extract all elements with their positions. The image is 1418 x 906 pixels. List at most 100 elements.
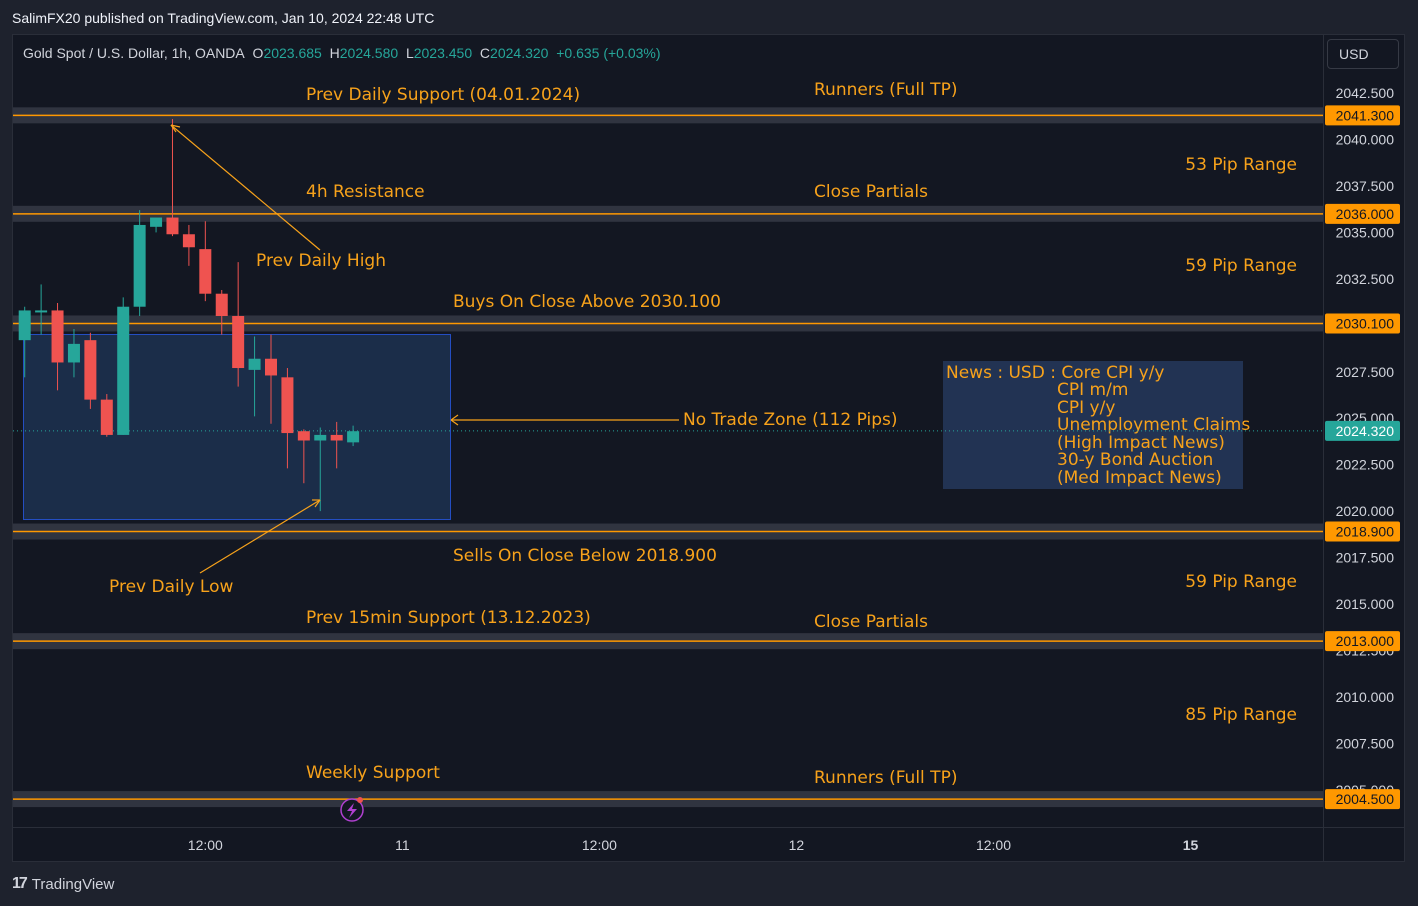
price-tick-label: 2022.500 — [1336, 457, 1395, 473]
footer-brand: 17 TradingView — [12, 875, 114, 893]
time-tick-label: 12 — [789, 837, 805, 853]
annotation-label: 53 Pip Range — [1185, 155, 1297, 175]
annotation-label: Buys On Close Above 2030.100 — [453, 292, 721, 312]
candle-body — [314, 434, 327, 441]
candle-body — [67, 343, 80, 363]
news-box — [943, 361, 1243, 489]
arrow-head — [450, 419, 459, 426]
arrow-head — [170, 124, 181, 128]
price-tick-label: 2020.000 — [1336, 503, 1395, 519]
candle-body — [133, 224, 146, 307]
price-tick-label: 2042.500 — [1336, 85, 1395, 101]
brand-name: TradingView — [31, 875, 115, 893]
annotation-label: Close Partials — [814, 182, 928, 202]
arrow-head — [170, 124, 177, 133]
high-label: H — [329, 45, 340, 61]
level-price-label: 2013.000 — [1336, 633, 1395, 649]
candle-body — [232, 316, 245, 369]
price-tick-label: 2015.000 — [1336, 596, 1395, 612]
candle-body — [18, 310, 31, 341]
candle-body — [199, 249, 212, 294]
prev-daily-low-arrow — [199, 499, 321, 574]
candle-body — [84, 340, 97, 400]
candle-body — [150, 217, 163, 227]
time-tick-label: 11 — [395, 837, 410, 853]
close-label: C — [479, 45, 491, 61]
low-label: L — [405, 45, 414, 61]
annotation-label: 4h Resistance — [306, 182, 425, 202]
news-line: (High Impact News) — [1057, 433, 1225, 453]
level-price-tag — [1325, 105, 1400, 126]
candle-body — [215, 293, 228, 317]
price-tick-label: 2040.000 — [1336, 132, 1395, 148]
symbol-title[interactable]: Gold Spot / U.S. Dollar, 1h, OANDA — [23, 45, 245, 61]
chart-legend: Gold Spot / U.S. Dollar, 1h, OANDA O 2023… — [23, 45, 661, 61]
low-value: 2023.450 — [413, 45, 473, 61]
candle-body — [281, 377, 294, 434]
news-line: 30-y Bond Auction — [1057, 450, 1214, 470]
price-tick-label: 2017.500 — [1336, 550, 1395, 566]
news-line: (Med Impact News) — [1057, 468, 1222, 488]
price-tick-label: 2037.500 — [1336, 178, 1395, 194]
tradingview-logo-icon: 17 — [12, 875, 28, 892]
prev-daily-high-arrow — [170, 124, 321, 251]
news-line: Unemployment Claims — [1057, 415, 1251, 435]
currency-button[interactable]: USD — [1327, 39, 1399, 69]
last-price-label: 2024.320 — [1336, 423, 1395, 439]
annotation-label: 59 Pip Range — [1185, 256, 1297, 276]
level-price-label: 2030.100 — [1336, 315, 1395, 331]
arrow-head — [450, 414, 459, 421]
event-dot-icon — [357, 797, 363, 803]
candle-body — [117, 306, 130, 435]
close-value: 2024.320 — [490, 45, 549, 61]
annotation-label: Runners (Full TP) — [814, 80, 957, 100]
lightning-bolt-icon — [347, 803, 357, 818]
annotation-label: Weekly Support — [306, 763, 440, 783]
candle-body — [100, 399, 113, 435]
candle-body — [330, 434, 343, 441]
candle-body — [297, 431, 310, 441]
price-tick-label: 2007.500 — [1336, 735, 1395, 751]
level-price-label: 2041.300 — [1336, 107, 1395, 123]
annotation-label: Close Partials — [814, 612, 928, 632]
open-label: O — [252, 45, 264, 61]
time-tick-label: 15 — [1183, 837, 1199, 853]
price-tick-label: 2027.500 — [1336, 364, 1395, 380]
high-value: 2024.580 — [339, 45, 399, 61]
annotation-label: Prev Daily Low — [109, 577, 233, 597]
annotation-label: Sells On Close Below 2018.900 — [453, 546, 717, 566]
price-tick-label: 2035.000 — [1336, 224, 1395, 240]
annotation-label: 85 Pip Range — [1185, 705, 1297, 725]
news-line: CPI y/y — [1057, 398, 1116, 418]
price-tick-label: 2032.500 — [1336, 271, 1395, 287]
change-value: +0.635 (+0.03%) — [556, 45, 661, 61]
price-tick-label: 2010.000 — [1336, 689, 1395, 705]
annotation-label: Prev Daily High — [256, 251, 386, 271]
arrow-head — [314, 499, 321, 508]
news-line: CPI m/m — [1057, 380, 1129, 400]
time-tick-label: 12:00 — [976, 837, 1011, 853]
annotation-label: 59 Pip Range — [1185, 572, 1297, 592]
annotation-label: Runners (Full TP) — [814, 768, 957, 788]
candle-body — [51, 310, 64, 363]
candle-body — [166, 217, 179, 235]
level-price-label: 2004.500 — [1336, 791, 1395, 807]
level-price-label: 2036.000 — [1336, 206, 1395, 222]
published-header: SalimFX20 published on TradingView.com, … — [12, 10, 435, 26]
level-price-tag — [1325, 313, 1400, 334]
level-price-tag — [1325, 203, 1400, 224]
candle-body — [265, 358, 277, 376]
annotation-label: No Trade Zone (112 Pips) — [683, 410, 898, 430]
candle-body — [35, 310, 48, 313]
time-tick-label: 12:00 — [188, 837, 223, 853]
annotation-label: Prev 15min Support (13.12.2023) — [306, 608, 591, 628]
candle-body — [182, 234, 195, 248]
level-price-tag — [1325, 631, 1400, 652]
candle-body — [347, 431, 360, 443]
time-tick-label: 12:00 — [582, 837, 617, 853]
news-line: News : USD : Core CPI y/y — [946, 363, 1165, 383]
last-price-tag — [1325, 420, 1400, 441]
level-price-tag — [1325, 521, 1400, 542]
level-price-tag — [1325, 789, 1400, 810]
